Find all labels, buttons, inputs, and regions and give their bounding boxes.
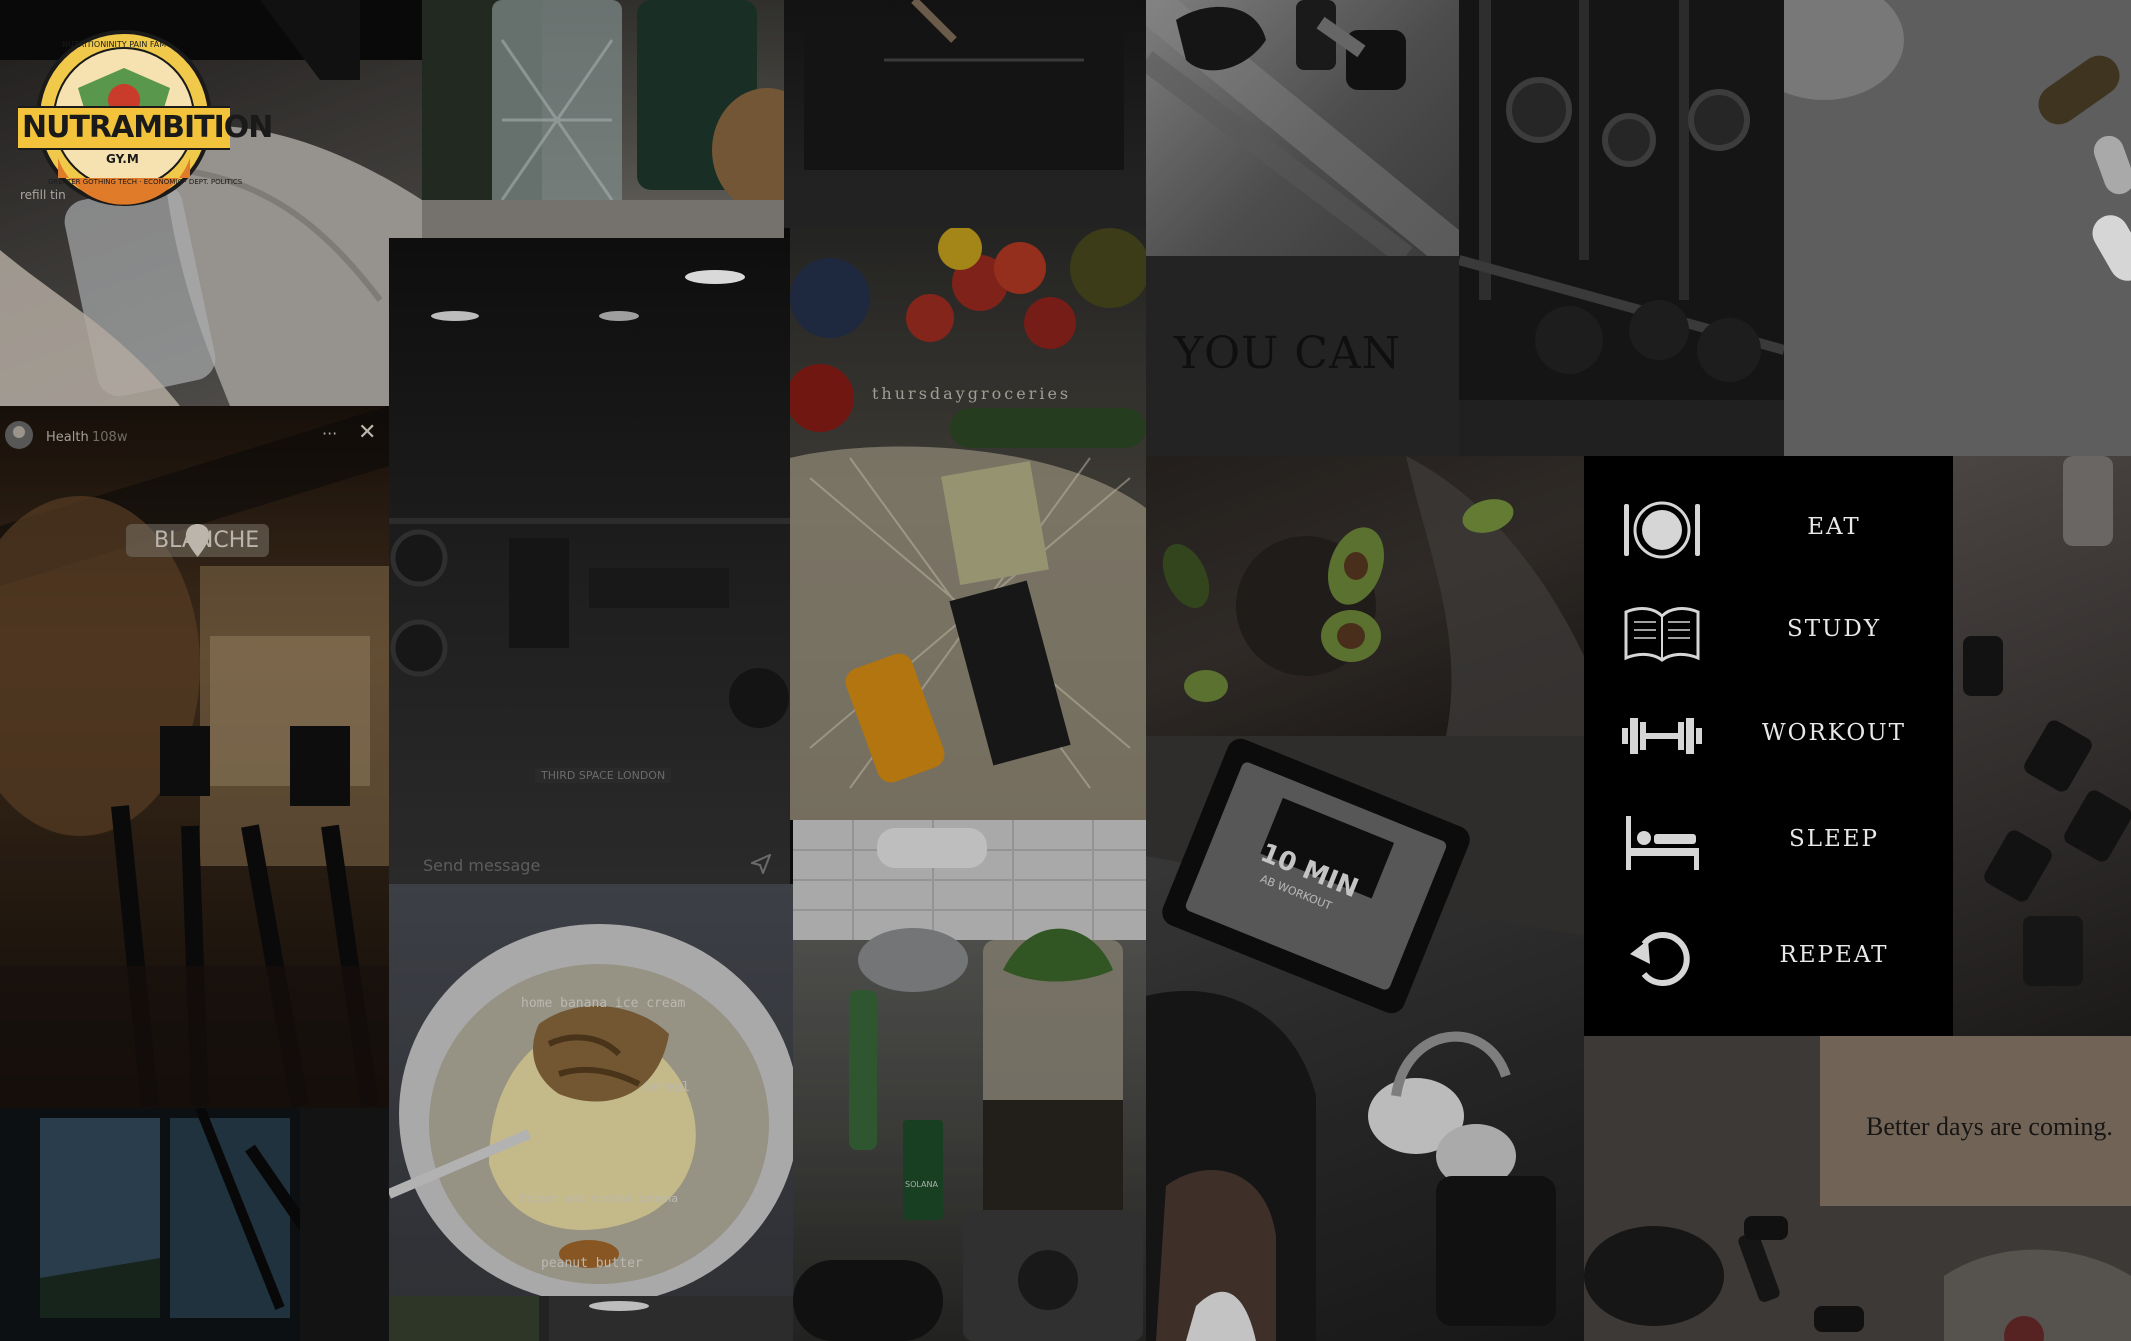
dumbbell-floor-art — [1146, 0, 1459, 256]
avocado-art — [1162, 456, 1584, 736]
rack-photo-art — [1459, 0, 1784, 456]
cereal-label: cereal — [643, 1080, 690, 1095]
close-icon[interactable]: ✕ — [358, 420, 377, 445]
routine-list-graphic: EAT STUDY WORKOUT SLEEP — [1584, 456, 1953, 1036]
capsules-art — [1784, 0, 2131, 456]
dark-gym-story: THIRD SPACE LONDON Send message — [389, 238, 790, 884]
you-can-text: YOU CAN — [1174, 328, 1402, 379]
window-view-art — [0, 1108, 389, 1341]
hex-dumbbells-art — [1963, 456, 2131, 986]
banana-ice-cream-photo: home banana ice cream cereal frozen and … — [389, 884, 793, 1296]
bottom-strip-art — [389, 1296, 793, 1341]
repeat-arrow-icon — [1630, 932, 1690, 986]
logo-badge-art — [18, 30, 230, 206]
kitchen-blender-photo: SOLANA — [793, 820, 1146, 1341]
health-story-screenshot: Health 108w ··· ✕ BLANCHE — [0, 406, 389, 1108]
water-glass-photo — [422, 0, 784, 238]
open-book-icon — [1624, 607, 1700, 662]
ice-cream-title: home banana ice cream — [521, 996, 686, 1011]
story-timestamp: 108w — [92, 430, 128, 445]
routine-label: STUDY — [1786, 616, 1882, 642]
blender-art — [793, 820, 1146, 1341]
more-options-icon[interactable]: ··· — [322, 424, 338, 443]
window-view-photo — [0, 1108, 389, 1341]
dumbbell-icon — [1622, 718, 1702, 754]
bed-icon — [1626, 816, 1699, 870]
logo-bottom-ring: GREATER GOTHING TECH · ECONOMIC · DEPT. … — [48, 178, 243, 186]
routine-row: REPEAT — [1584, 906, 1953, 1010]
logo-sub: GY.M — [106, 152, 139, 166]
groceries-photo: thursdaygroceries — [790, 228, 1146, 820]
bottle-label: SOLANA — [905, 1180, 938, 1189]
dumbbell-floor-photo — [1146, 0, 1459, 256]
routine-row: STUDY — [1584, 580, 1953, 684]
routine-label: WORKOUT — [1762, 720, 1906, 746]
groceries-art — [790, 228, 1146, 820]
you-can-tile: YOU CAN — [1146, 256, 1459, 456]
dark-gym-art — [389, 270, 790, 728]
send-message-input[interactable]: Send message — [423, 856, 541, 875]
gym-location-tag[interactable]: THIRD SPACE LONDON — [535, 768, 672, 783]
tablet-art — [1146, 736, 1584, 1341]
glass-photo-art — [422, 0, 784, 238]
account-avatar[interactable] — [4, 420, 34, 450]
peanut-butter-label: peanut butter — [541, 1256, 643, 1271]
avocado-photo — [1146, 456, 1584, 736]
nutrambition-gym-logo: NUTRAMBITION GY.M NUTRITIONINITY PAIN FA… — [18, 28, 273, 208]
logo-wordmark: NUTRAMBITION — [22, 110, 273, 145]
hex-dumbbells-photo — [1953, 456, 2131, 1036]
kettlebell-rack-photo — [1459, 0, 1784, 456]
routine-label: SLEEP — [1788, 826, 1880, 852]
better-days-photo: Better days are coming. — [1584, 1036, 2131, 1341]
gym-interior-art — [0, 406, 389, 1108]
plate-cutlery-icon — [1624, 501, 1700, 559]
ice-cream-art — [389, 924, 793, 1296]
capsules-photo — [1784, 0, 2131, 456]
frozen-banana-label: frozen and mashed banana — [519, 1192, 678, 1205]
better-days-text: Better days are coming. — [1866, 1112, 2113, 1141]
send-icon[interactable] — [751, 854, 771, 874]
routine-row: EAT — [1584, 478, 1953, 582]
routine-row: SLEEP — [1584, 790, 1953, 894]
better-days-art — [1584, 1036, 2131, 1341]
grocery-caption: thursdaygroceries — [872, 384, 1072, 403]
bottom-strip-photo — [389, 1296, 793, 1341]
tablet-workout-photo: 10 MIN AB WORKOUT — [1146, 736, 1584, 1341]
location-sticker[interactable]: BLANCHE — [126, 524, 270, 557]
routine-label: REPEAT — [1779, 942, 1889, 968]
shoe-tile-caption: refill tin — [20, 188, 66, 202]
table-photo-art — [784, 0, 1146, 228]
routine-label: EAT — [1807, 514, 1861, 540]
location-pin-icon — [185, 524, 210, 557]
dark-table-photo — [784, 0, 1146, 228]
logo-top-ring: NUTRITIONINITY PAIN FAM — [62, 40, 167, 49]
story-account-name[interactable]: Health — [46, 430, 89, 445]
routine-row: WORKOUT — [1584, 684, 1953, 788]
